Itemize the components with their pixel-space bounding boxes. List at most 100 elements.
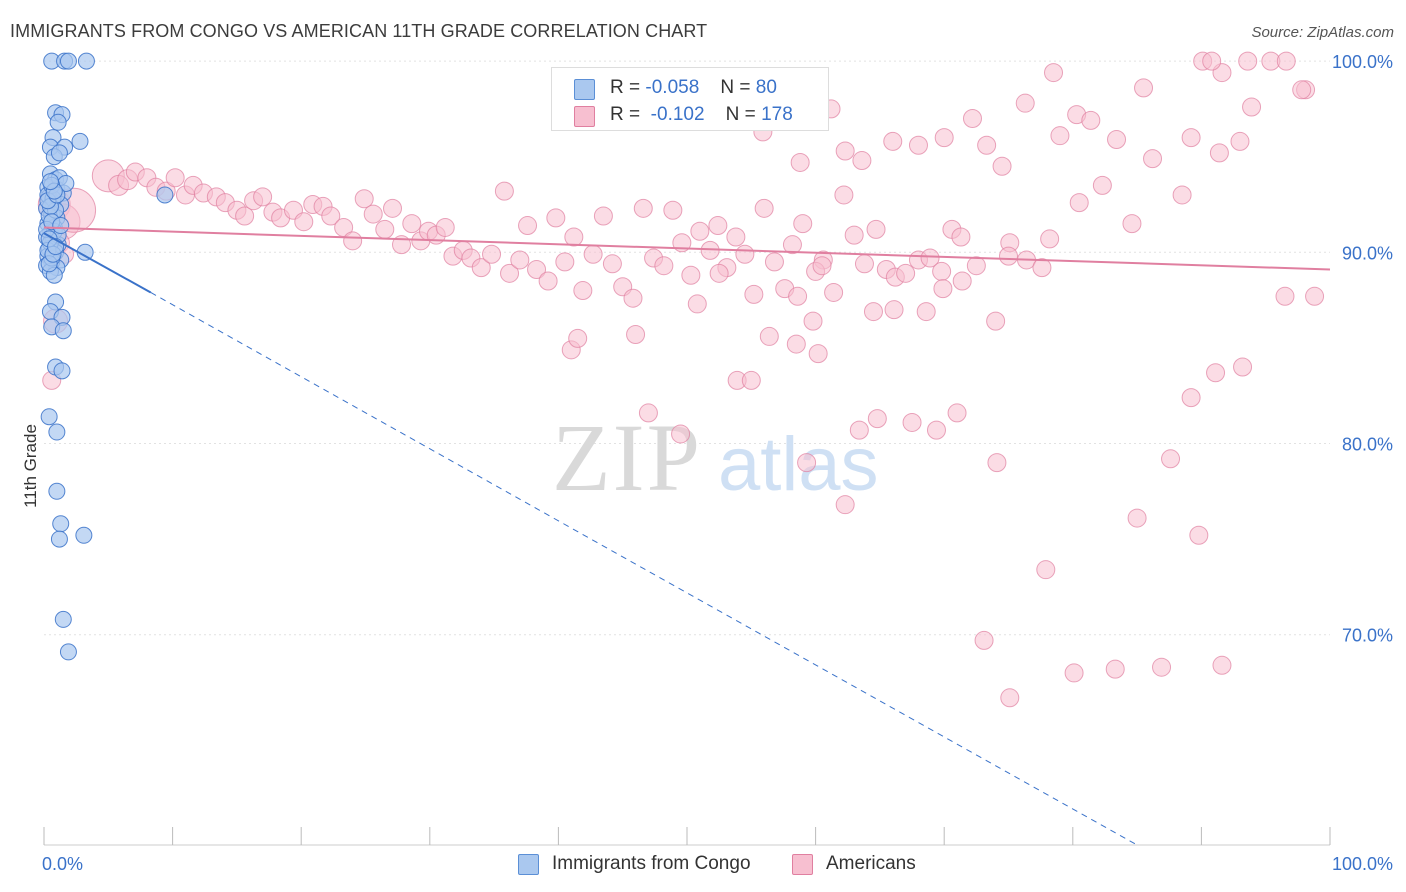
- point-americans: [638, 403, 658, 423]
- point-americans: [1238, 51, 1258, 71]
- point-americans: [863, 302, 883, 322]
- point-americans: [790, 152, 810, 172]
- point-congo: [52, 515, 70, 533]
- point-americans: [494, 181, 514, 201]
- chart-title: IMMIGRANTS FROM CONGO VS AMERICAN 11TH G…: [10, 21, 708, 41]
- point-americans: [977, 135, 997, 155]
- point-congo: [59, 52, 77, 70]
- point-americans: [709, 263, 729, 283]
- point-americans: [852, 151, 872, 171]
- point-americans: [932, 261, 952, 281]
- point-americans: [951, 227, 971, 247]
- point-americans: [1040, 229, 1060, 249]
- legend-r-label: R =: [610, 104, 641, 125]
- point-americans: [681, 265, 701, 285]
- point-americans: [633, 198, 653, 218]
- point-americans: [986, 311, 1006, 331]
- point-americans: [786, 334, 806, 354]
- x-tick-label: 0.0%: [42, 854, 83, 874]
- trend-line-americans: [43, 226, 1331, 271]
- point-americans: [867, 409, 887, 429]
- point-americans: [1172, 185, 1192, 205]
- point-americans: [962, 108, 982, 128]
- y-tick-label: 80.0%: [1342, 435, 1393, 455]
- point-americans: [987, 453, 1007, 473]
- point-americans: [834, 185, 854, 205]
- point-americans: [546, 208, 566, 228]
- point-americans: [568, 328, 588, 348]
- point-americans: [1032, 258, 1052, 278]
- point-americans: [835, 141, 855, 161]
- point-americans: [663, 200, 683, 220]
- point-americans: [793, 214, 813, 234]
- point-americans: [866, 219, 886, 239]
- legend-n-label: N =: [725, 104, 756, 125]
- point-americans: [824, 282, 844, 302]
- point-americans: [974, 630, 994, 650]
- point-americans: [363, 204, 383, 224]
- source-label: Source: ZipAtlas.com: [1251, 24, 1394, 41]
- point-americans: [744, 284, 764, 304]
- point-americans: [726, 227, 746, 247]
- bottom-legend-swatch-americans: [792, 854, 813, 875]
- point-congo: [40, 408, 58, 426]
- y-tick-label: 90.0%: [1342, 243, 1393, 263]
- x-tick-label: 100.0%: [1332, 854, 1393, 874]
- point-americans: [947, 403, 967, 423]
- point-americans: [321, 206, 341, 226]
- point-americans: [966, 256, 986, 276]
- point-americans: [518, 216, 538, 236]
- point-americans: [1230, 131, 1250, 151]
- point-americans: [920, 248, 940, 268]
- point-americans: [294, 212, 314, 232]
- points: [37, 51, 1325, 708]
- point-americans: [1081, 110, 1101, 130]
- watermark: ZIP atlas: [552, 404, 879, 511]
- point-americans: [916, 302, 936, 322]
- point-congo: [54, 322, 72, 340]
- point-americans: [884, 300, 904, 320]
- point-americans: [354, 189, 374, 209]
- point-americans: [626, 325, 646, 345]
- point-americans: [1000, 688, 1020, 708]
- bottom-legend-swatch-congo: [518, 854, 539, 875]
- point-americans: [690, 221, 710, 241]
- point-americans: [1189, 525, 1209, 545]
- point-americans: [1209, 143, 1229, 163]
- point-americans: [788, 286, 808, 306]
- point-americans: [812, 256, 832, 276]
- point-americans: [1069, 193, 1089, 213]
- point-americans: [671, 424, 691, 444]
- point-congo: [52, 217, 70, 235]
- point-americans: [1143, 149, 1163, 169]
- point-americans: [538, 271, 558, 291]
- point-congo: [59, 643, 77, 661]
- point-americans: [510, 250, 530, 270]
- legend-r-value: -0.058: [645, 77, 700, 98]
- point-americans: [1092, 175, 1112, 195]
- point-congo: [54, 610, 72, 628]
- point-americans: [482, 244, 502, 264]
- point-congo: [49, 113, 67, 131]
- point-americans: [992, 156, 1012, 176]
- point-americans: [1050, 126, 1070, 146]
- legend-swatch-congo: [574, 79, 595, 100]
- point-americans: [849, 420, 869, 440]
- point-congo: [48, 482, 66, 500]
- gridlines: [44, 60, 1330, 636]
- point-americans: [754, 198, 774, 218]
- point-congo: [77, 52, 95, 70]
- point-americans: [1105, 659, 1125, 679]
- axes: 70.0% 80.0% 90.0% 100.0% 0.0% 100.0%: [42, 52, 1393, 874]
- point-americans: [1202, 51, 1222, 71]
- point-americans: [235, 206, 255, 226]
- point-americans: [741, 370, 761, 390]
- point-americans: [1015, 93, 1035, 113]
- point-congo: [47, 238, 65, 256]
- point-congo: [156, 186, 174, 204]
- point-americans: [1064, 663, 1084, 683]
- point-americans: [1276, 51, 1296, 71]
- point-americans: [555, 252, 575, 272]
- point-americans: [934, 128, 954, 148]
